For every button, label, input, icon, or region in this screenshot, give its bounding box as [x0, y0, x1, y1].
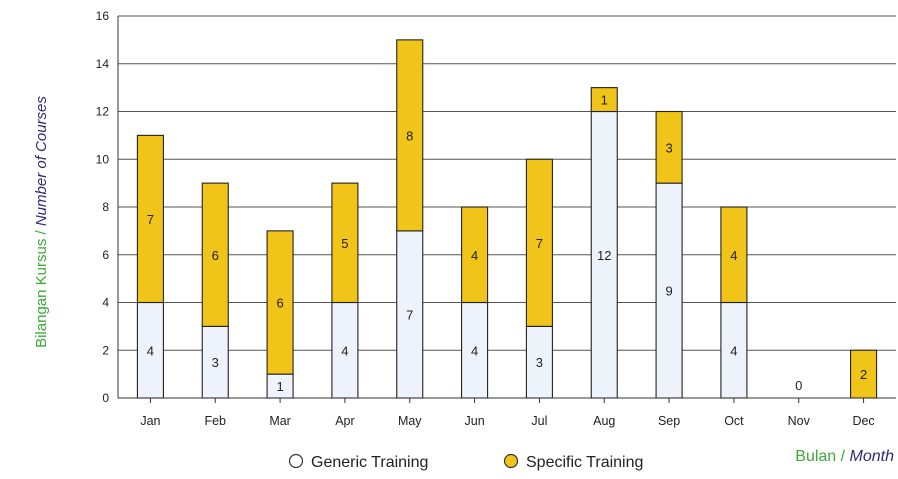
data-label: 3: [665, 140, 672, 155]
y-tick-label: 8: [102, 200, 109, 214]
data-label: 1: [601, 93, 608, 108]
y-tick-label: 14: [96, 57, 110, 71]
data-label-bg: [724, 246, 743, 264]
data-label: 7: [147, 212, 154, 227]
y-tick-label: 2: [102, 343, 109, 357]
legend-swatch-specific: [503, 453, 519, 469]
data-label: 7: [536, 236, 543, 251]
data-label-bg: [595, 91, 614, 109]
y-tick-label: 12: [96, 105, 110, 119]
data-label-bg: [335, 342, 354, 360]
bar-layer: [136, 39, 878, 399]
data-label: 3: [536, 355, 543, 370]
x-tick-label: Jul: [531, 414, 547, 428]
legend-label-generic: Generic Training: [311, 454, 428, 471]
data-label-bg: [206, 354, 225, 372]
data-label: 1: [276, 379, 283, 394]
y-tick-label: 10: [96, 152, 110, 166]
data-label: 4: [341, 343, 348, 358]
data-label: 4: [730, 248, 737, 263]
x-axis-label-part1: Bulan /: [795, 448, 849, 465]
grid-layer: [118, 15, 896, 351]
y-tick-label: 16: [96, 9, 110, 23]
x-tick-label: Jun: [465, 414, 485, 428]
x-tick-label: Apr: [335, 414, 354, 428]
data-label-bg: [465, 342, 484, 360]
data-label-bg: [530, 354, 549, 372]
data-label-bg: [465, 246, 484, 264]
y-tick-label: 4: [102, 296, 109, 310]
y-tick-label: 6: [102, 248, 109, 262]
y-axis-label-part2: Number of Courses: [33, 96, 50, 227]
x-tick-label: Oct: [724, 414, 744, 428]
data-label: 2: [860, 367, 867, 382]
data-label: 4: [730, 343, 737, 358]
data-label: 4: [471, 343, 478, 358]
legend-swatch-generic: [288, 453, 304, 469]
data-label: 4: [147, 343, 154, 358]
data-label-bg: [335, 234, 354, 252]
x-axis-label: Bulan / Month: [795, 448, 894, 465]
data-label-bg: [595, 246, 614, 264]
x-tick-label: Nov: [788, 414, 811, 428]
data-label: 0: [795, 378, 802, 393]
data-label: 5: [341, 236, 348, 251]
x-tick-label: Jan: [140, 414, 160, 428]
y-axis-label-part1: Bilangan Kursus /: [33, 226, 50, 348]
label-layer: 4 7 3 6 1 6 4 5 7 8 4 4 3 7 12 1 9 3 4 4 0 2: [141, 91, 873, 396]
data-label-bg: [206, 246, 225, 264]
data-label-bg: [271, 294, 290, 312]
data-label-bg: [400, 306, 419, 324]
y-tick-label: 0: [102, 391, 109, 405]
data-label-bg: [854, 366, 873, 384]
data-label-bg: [271, 378, 290, 396]
legend-label-specific: Specific Training: [526, 454, 643, 471]
x-tick-label: Mar: [269, 414, 291, 428]
data-label: 9: [665, 284, 672, 299]
data-label-bg: [400, 127, 419, 145]
y-axis-label: Bilangan Kursus / Number of Courses: [33, 96, 50, 348]
data-label: 8: [406, 128, 413, 143]
legend: Generic Training Specific Training: [288, 453, 643, 471]
data-label-bg: [660, 282, 679, 300]
x-axis-label-part2: Month: [850, 448, 895, 465]
data-label-bg: [141, 342, 160, 360]
data-label-bg: [660, 139, 679, 157]
data-label: 4: [471, 248, 478, 263]
data-label: 7: [406, 307, 413, 322]
x-tick-label: Dec: [852, 414, 874, 428]
data-label: 6: [276, 296, 283, 311]
data-label-bg: [724, 342, 743, 360]
x-tick-label: Feb: [204, 414, 226, 428]
data-label: 12: [597, 248, 611, 263]
x-tick-label: Sep: [658, 414, 680, 428]
data-label-bg: [530, 234, 549, 252]
data-label-bg: [141, 210, 160, 228]
data-label: 6: [212, 248, 219, 263]
data-label: 3: [212, 355, 219, 370]
x-tick-label: May: [398, 414, 422, 428]
x-tick-label: Aug: [593, 414, 615, 428]
